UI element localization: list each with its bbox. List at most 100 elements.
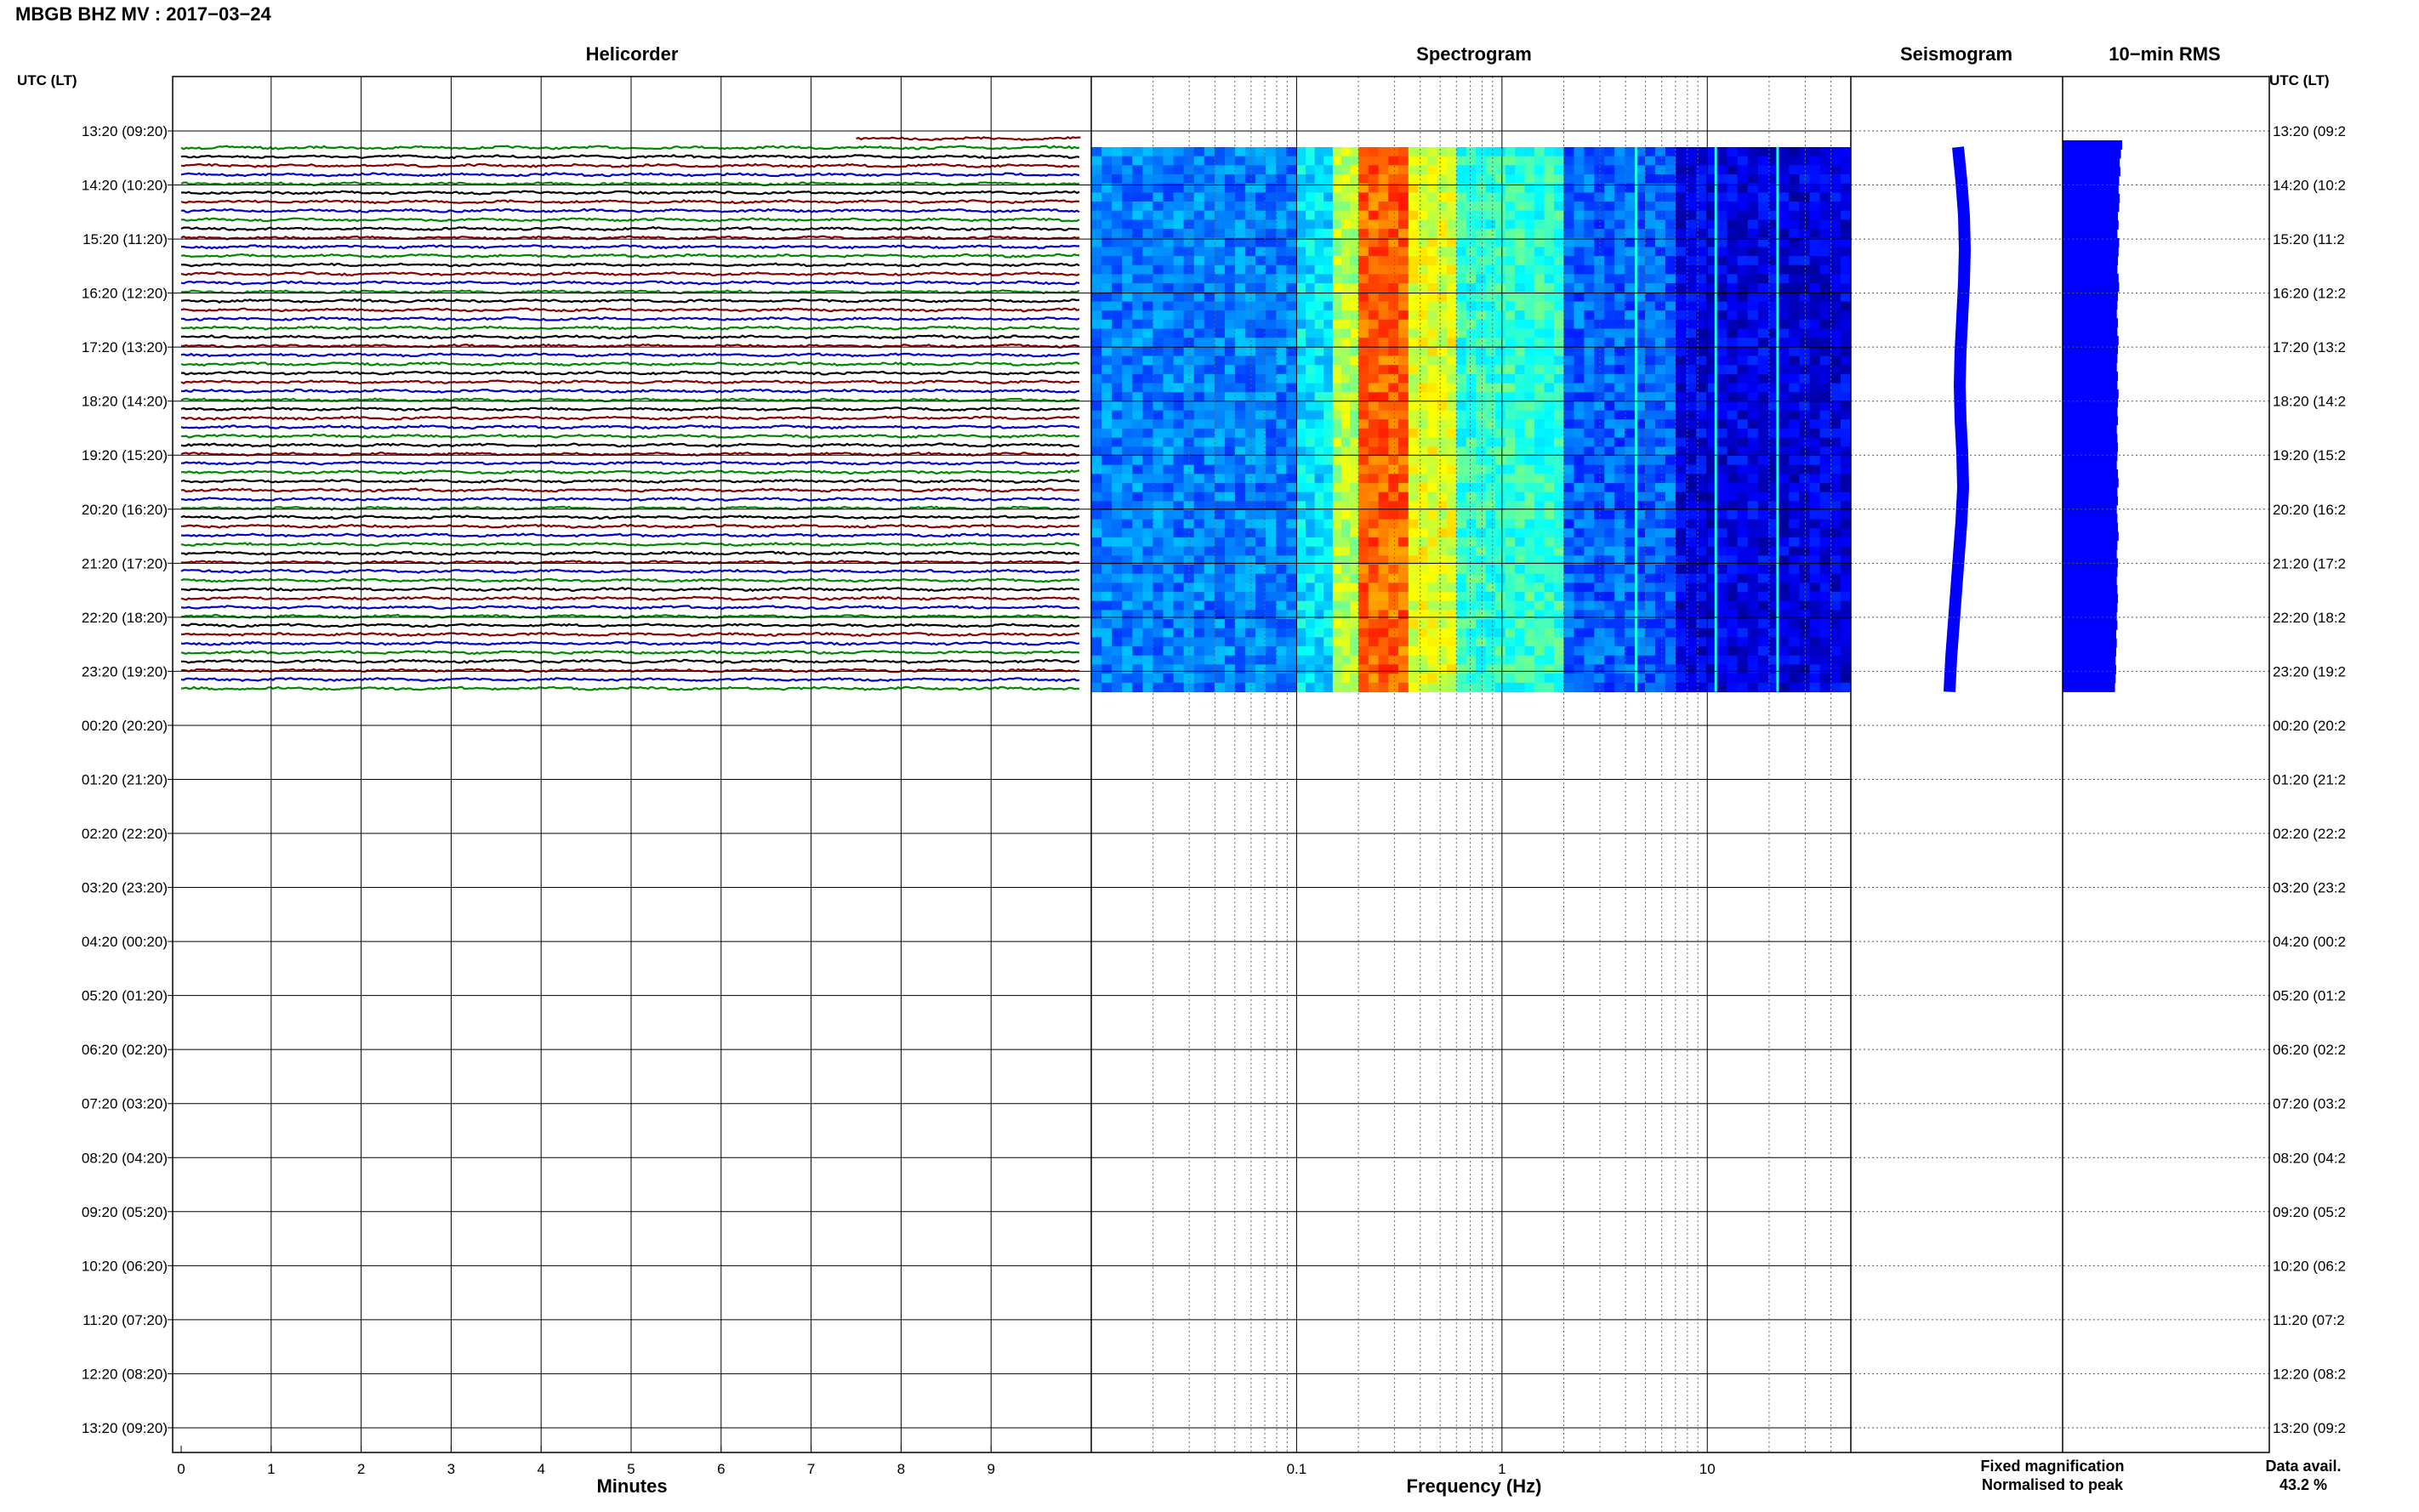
spectrogram-cell [1456,565,1467,575]
spectrogram-cell [1768,283,1779,293]
spectrogram-cell [1214,256,1226,266]
spectrogram-cell [1809,619,1821,629]
spectrogram-cell [1706,600,1717,611]
spectrogram-cell [1193,446,1205,457]
rms-bar [2063,344,2119,355]
spectrogram-cell [1574,392,1585,402]
spectrogram-cell [1635,192,1646,202]
spectrogram-cell [1747,510,1759,520]
spectrogram-cell [1737,528,1749,538]
spectrogram-cell [1276,464,1287,475]
spectrogram-cell [1132,355,1143,366]
spectrogram-cell [1266,183,1277,193]
spectrogram-cell [1604,319,1615,330]
spectrogram-cell [1757,483,1769,493]
spectrogram-cell [1398,274,1409,284]
spectrogram-cell [1604,573,1615,583]
spectrogram-cell [1554,600,1565,611]
helicorder-trace [181,460,1080,466]
spectrogram-cell [1122,492,1133,502]
spectrogram-cell [1799,355,1811,366]
spectrogram-cell [1574,237,1585,247]
spectrogram-cell [1544,319,1555,330]
spectrogram-cell [1368,310,1380,321]
spectrogram-cell [1388,637,1399,647]
spectrogram-cell [1447,419,1457,429]
spectrogram-cell [1214,147,1226,157]
spectrogram-cell [1675,401,1687,412]
spectrogram-cell [1515,373,1526,384]
spectrogram-cell [1398,383,1409,393]
spectrogram-cell [1437,156,1448,166]
spectrogram-cell [1554,410,1565,420]
spectrogram-cell [1554,519,1565,529]
spectrogram-cell [1594,192,1605,202]
spectrogram-cell [1323,492,1334,502]
spectrogram-cell [1716,210,1728,220]
spectrogram-cell [1193,610,1205,620]
spectrogram-cell [1112,483,1123,493]
spectrogram-cell [1495,419,1506,429]
spectrogram-cell [1563,528,1574,538]
spectrogram-cell [1534,219,1545,230]
spectrogram-cell [1495,283,1506,293]
spectrogram-cell [1163,592,1175,602]
spectrogram-cell [1296,464,1306,475]
spectrogram-cell [1737,474,1749,484]
spectrogram-cell [1594,674,1605,684]
spectrogram-cell [1604,600,1615,611]
spectrogram-cell [1645,455,1656,466]
spectrogram-cell [1757,610,1769,620]
spectrogram-cell [1635,174,1646,185]
spectrogram-cell [1286,419,1297,429]
spectrogram-cell [1809,274,1821,284]
spectrogram-cell [1840,446,1851,457]
spectrogram-cell [1214,174,1226,185]
spectrogram-cell [1696,292,1707,303]
spectrogram-cell [1255,610,1266,620]
spectrogram-cell [1779,256,1790,266]
spectrogram-cell [1789,592,1800,602]
spectrogram-cell [1163,156,1175,166]
spectrogram-cell [1495,346,1506,357]
spectrogram-cell [1563,455,1574,466]
spectrogram-cell [1112,365,1123,375]
spectrogram-cell [1819,383,1831,393]
spectrogram-cell [1101,147,1113,157]
spectrogram-cell [1675,546,1687,556]
spectrogram-cell [1341,373,1351,384]
spectrogram-cell [1286,229,1297,239]
spectrogram-cell [1132,565,1143,575]
spectrogram-cell [1789,410,1800,420]
spectrogram-cell [1408,674,1419,684]
spectrogram-cell [1183,600,1195,611]
spectrogram-cell [1101,528,1113,538]
spectrogram-cell [1706,419,1717,429]
spectrogram-cell [1505,229,1516,239]
spectrogram-cell [1101,501,1113,511]
spectrogram-cell [1132,437,1143,447]
spectrogram-cell [1418,655,1428,666]
spectrogram-cell [1830,464,1841,475]
spectrogram-cell [1214,338,1226,348]
right-time-tick: 04:20 (00:2 [2273,934,2346,950]
spectrogram-cell [1515,192,1526,202]
spectrogram-cell [1524,310,1535,321]
spectrogram-cell [1819,664,1831,674]
spectrogram-cell [1840,383,1851,393]
spectrogram-cell [1350,537,1359,548]
spectrogram-cell [1485,428,1496,439]
spectrogram-cell [1368,328,1380,338]
spectrogram-cell [1809,610,1821,620]
spectrogram-cell [1132,283,1143,293]
spectrogram-cell [1286,555,1297,566]
spectrogram-cell [1427,219,1438,230]
spectrogram-cell [1840,664,1851,674]
spectrogram-cell [1368,546,1380,556]
spectrogram-cell [1163,310,1175,321]
spectrogram-cell [1696,165,1707,175]
spectrogram-cell [1534,346,1545,357]
spectrogram-cell [1625,373,1636,384]
spectrogram-cell [1398,156,1409,166]
spectrogram-cell [1563,183,1574,193]
